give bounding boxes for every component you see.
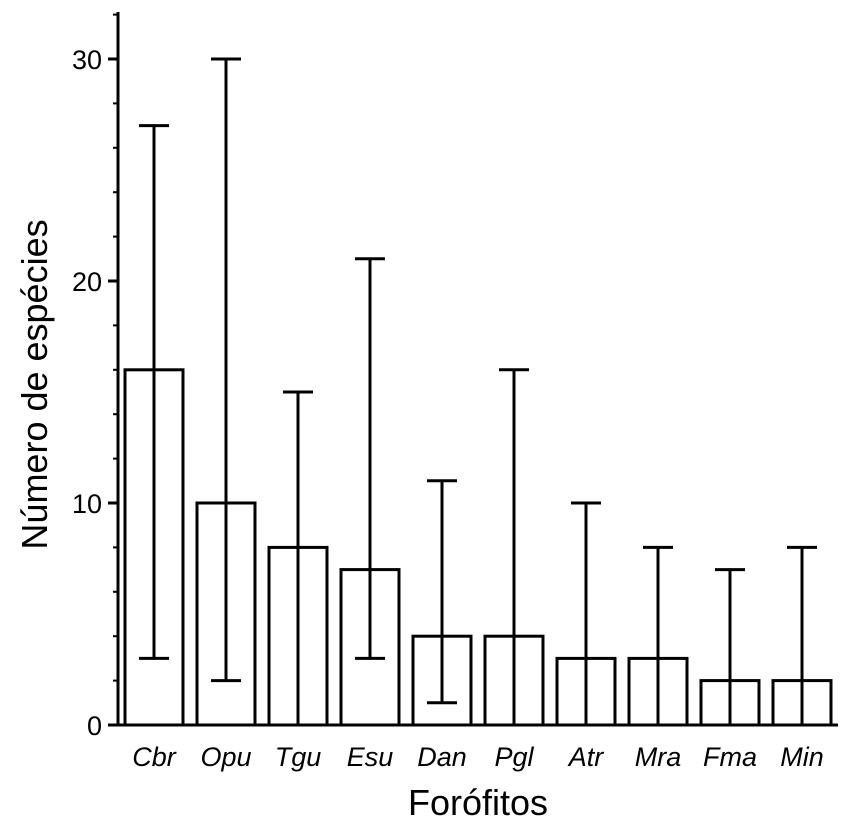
x-tick-label-pgl: Pgl xyxy=(494,742,534,772)
x-tick-label-esu: Esu xyxy=(347,742,394,772)
x-tick-labels-group: Cbr Opu Tgu Esu Dan Pgl Atr Mra Fma Min xyxy=(132,742,824,772)
x-tick-label-fma: Fma xyxy=(703,742,757,772)
x-tick-label-mra: Mra xyxy=(635,742,682,772)
y-axis-title: Número de espécies xyxy=(14,219,55,549)
x-tick-label-tgu: Tgu xyxy=(275,742,322,772)
error-bars-group xyxy=(139,57,817,725)
y-tick-label: 10 xyxy=(72,489,102,519)
bars-group xyxy=(123,368,833,727)
x-tick-label-min: Min xyxy=(780,742,824,772)
x-tick-label-cbr: Cbr xyxy=(132,742,177,772)
y-tick-label: 20 xyxy=(72,267,102,297)
x-tick-label-atr: Atr xyxy=(567,742,605,772)
y-tick-label: 30 xyxy=(72,45,102,75)
x-tick-label-dan: Dan xyxy=(417,742,467,772)
y-tick-label: 0 xyxy=(87,711,102,741)
y-ticks-group: 0 10 20 30 xyxy=(72,13,118,741)
x-tick-label-opu: Opu xyxy=(200,742,251,772)
x-axis-title: Forófitos xyxy=(408,782,548,823)
